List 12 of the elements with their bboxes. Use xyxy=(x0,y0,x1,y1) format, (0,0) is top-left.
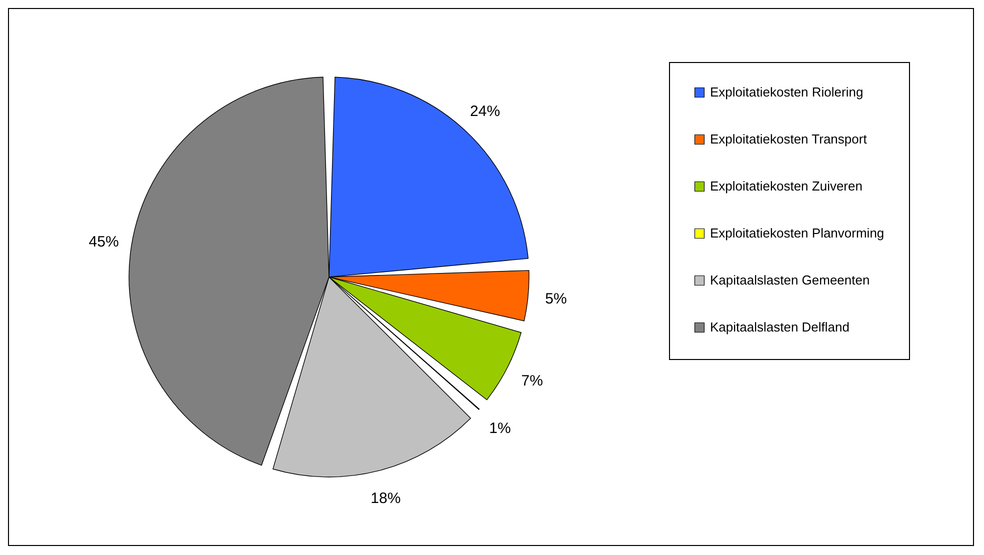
data-label: 5% xyxy=(545,290,567,308)
legend-label: Exploitatiekosten Planvorming xyxy=(710,226,884,240)
legend-label: Exploitatiekosten Riolering xyxy=(710,84,864,100)
data-label: 24% xyxy=(470,102,500,120)
data-label: 45% xyxy=(88,233,119,250)
legend-label: Kapitaalslasten Delfland xyxy=(710,320,850,334)
legend-label: Kapitaalslasten Gemeenten xyxy=(710,272,870,288)
data-label: 18% xyxy=(370,490,401,507)
data-label: 7% xyxy=(521,372,543,390)
legend-label: Exploitatiekosten Transport xyxy=(710,132,868,146)
legend-label: Exploitatiekosten Zuiveren xyxy=(710,178,862,194)
data-label: 1% xyxy=(489,420,511,437)
